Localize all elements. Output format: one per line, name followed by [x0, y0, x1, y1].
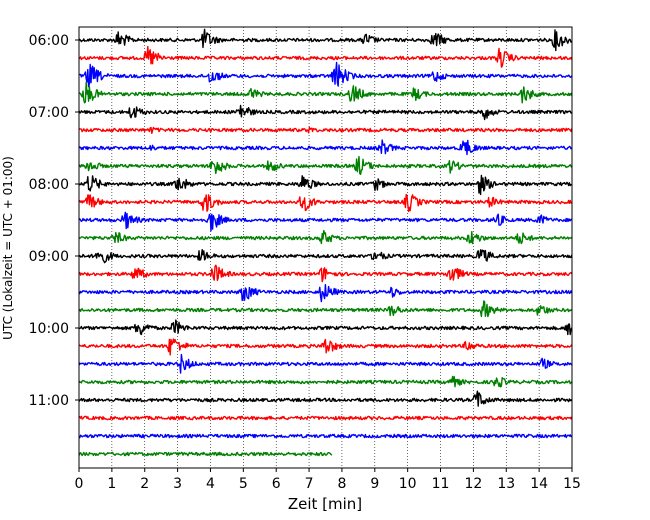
seismogram-trace-8	[78, 155, 573, 175]
x-tick-label: 10	[399, 476, 417, 492]
seismogram-trace-6	[78, 126, 573, 134]
y-axis-ticks: 06:00 07:00 08:00 09:00 10:00 11:00	[29, 33, 79, 409]
seismogram-trace-15	[78, 284, 573, 303]
x-tick-label: 4	[206, 476, 215, 492]
x-tick-label: 8	[337, 476, 346, 492]
seismogram-trace-17	[78, 319, 573, 336]
x-tick-label: 1	[107, 476, 116, 492]
x-tick-label: 6	[272, 476, 281, 492]
y-tick-label: 06:00	[29, 33, 69, 49]
seismogram-trace-12	[78, 229, 573, 245]
seismogram-trace-3	[78, 61, 573, 88]
seismogram-trace-23	[78, 433, 573, 439]
seismogram-trace-16	[78, 300, 573, 318]
seismogram-trace-20	[78, 375, 573, 388]
x-tick-label: 3	[173, 476, 182, 492]
y-tick-label: 08:00	[29, 177, 69, 193]
seismogram-trace-22	[78, 415, 573, 421]
y-tick-label: 07:00	[29, 105, 69, 121]
seismogram-trace-21	[78, 390, 573, 407]
x-axis-ticks: 0 1 2 3 4 5 6 7 8 9 10 11 12 13 14 15	[75, 468, 581, 492]
seismogram-trace-5	[78, 104, 572, 121]
seismogram-trace-10	[78, 193, 573, 213]
seismogram-trace-2	[78, 45, 573, 68]
x-tick-label: 0	[75, 476, 84, 492]
y-axis-label: UTC (Lokalzeit = UTC + 01:00)	[1, 156, 15, 340]
seismogram-traces	[78, 28, 573, 457]
x-tick-label: 14	[530, 476, 548, 492]
x-tick-label: 7	[305, 476, 314, 492]
x-axis-label: Zeit [min]	[288, 495, 362, 513]
seismogram-trace-4	[78, 81, 573, 104]
x-tick-label: 15	[563, 476, 581, 492]
seismogram-trace-11	[78, 211, 573, 232]
seismogram-trace-7	[78, 139, 573, 156]
seismogram-trace-14	[78, 264, 573, 283]
x-tick-label: 13	[497, 476, 515, 492]
x-tick-label: 11	[432, 476, 450, 492]
seismogram-trace-13	[78, 249, 573, 264]
y-tick-label: 09:00	[29, 249, 69, 265]
x-tick-label: 12	[464, 476, 482, 492]
x-tick-label: 9	[370, 476, 379, 492]
plot-frame	[78, 26, 573, 469]
x-tick-label: 2	[140, 476, 149, 492]
y-tick-label: 11:00	[29, 393, 69, 409]
seismogram-trace-19	[78, 353, 573, 374]
x-tick-label: 5	[239, 476, 248, 492]
seismogram-trace-9	[78, 174, 572, 196]
seismogram-trace-24	[78, 451, 333, 457]
y-tick-label: 10:00	[29, 321, 69, 337]
seismogram-trace-18	[78, 338, 573, 356]
seismogram-trace-1	[78, 28, 572, 52]
